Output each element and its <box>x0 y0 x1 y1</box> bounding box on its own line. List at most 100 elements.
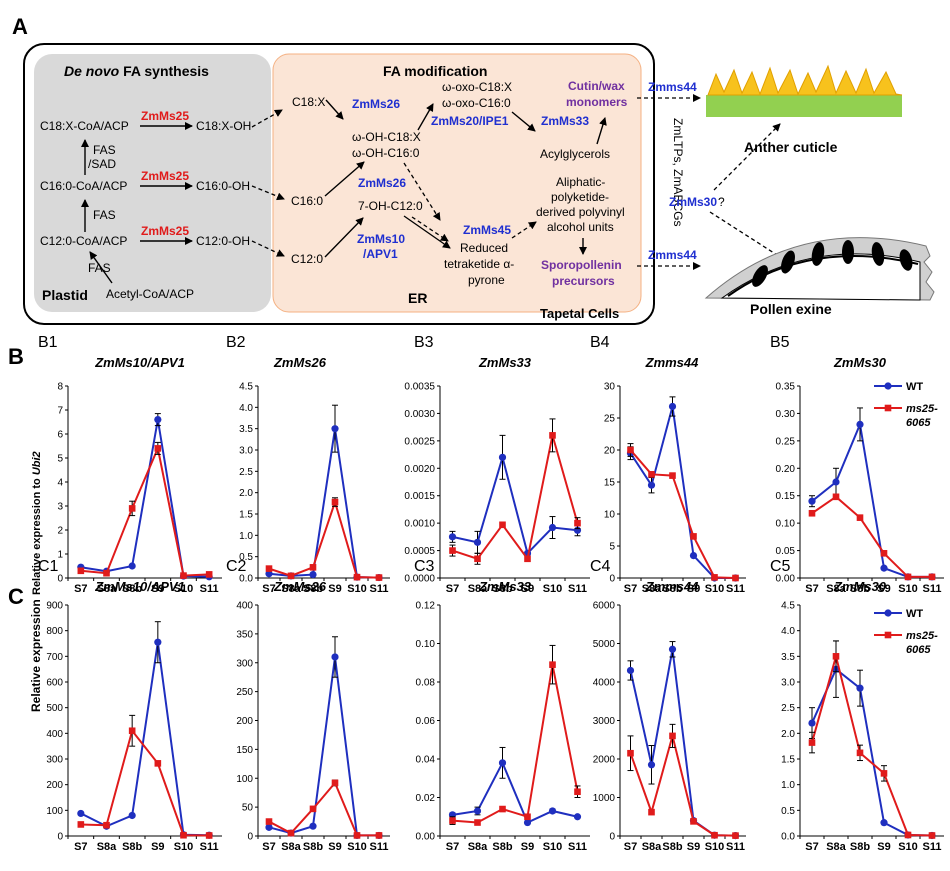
y-tick-label-c1: 700 <box>46 652 63 663</box>
point-mut-b1 <box>180 572 187 579</box>
y-tick-label-c1: 200 <box>46 780 63 791</box>
point-mut-b1 <box>128 505 136 512</box>
series-line-mut-b2 <box>268 498 380 579</box>
chart-title-c5: ZmMs30 <box>833 579 887 594</box>
point-mut-c2 <box>309 805 317 813</box>
y-tick-label-c4: 0 <box>609 832 615 843</box>
point-mut-b1 <box>205 571 213 578</box>
y-tick-label-b1: 2 <box>57 526 63 537</box>
x-tick-label-b2: S7 <box>262 583 275 595</box>
y-tick-label-b5: 0.20 <box>776 464 796 475</box>
x-tick-label-b5: S11 <box>923 583 942 595</box>
plastid-label: Plastid <box>42 287 88 303</box>
series-line-mut-c3 <box>452 664 579 824</box>
sporo-label-1: Sporopollenin <box>541 258 622 272</box>
acylglycerols: Acylglycerols <box>540 147 610 161</box>
point-mut-b3 <box>574 519 581 527</box>
y-tick-label-b3: 0.0000 <box>404 574 435 585</box>
point-mut-b1 <box>154 445 162 452</box>
y-tick-label-c1: 800 <box>46 626 63 637</box>
y-tick-label-c1: 100 <box>46 806 63 817</box>
reduced-2: tetraketide α- <box>444 257 514 271</box>
point-wt-c1 <box>154 638 162 646</box>
point-wt-b2 <box>309 570 317 579</box>
point-mut-c5 <box>904 831 912 839</box>
chart-title-b1: ZmMs10/APV1 <box>94 355 185 370</box>
x-tick-label-b3: S9 <box>521 583 534 595</box>
subpanel-label-c5: C5 <box>770 558 791 575</box>
y-tick-label-c5: 4.5 <box>781 601 795 612</box>
point-mut-c2 <box>287 829 295 837</box>
point-mut-c4 <box>627 749 634 757</box>
y-tick-label-c5: 4.0 <box>781 626 795 637</box>
y-tick-label-c1: 0 <box>57 832 63 843</box>
point-mut-c4 <box>732 832 739 839</box>
reduced-1: Reduced <box>460 241 508 255</box>
sporo-label-2: precursors <box>552 274 615 288</box>
cutin-label-2: monomers <box>566 95 628 109</box>
y-tick-label-b4: 0 <box>609 574 615 585</box>
y-tick-label-c3: 0.12 <box>416 601 436 612</box>
legend-marker-mut-b5 <box>884 404 892 412</box>
x-tick-label-c5: S8b <box>850 841 870 853</box>
x-tick-label-b2: S9 <box>328 583 341 595</box>
point-mut-b5 <box>904 573 912 581</box>
x-tick-label-c3: S9 <box>521 841 534 853</box>
c120-oh-label: C12:0-OH <box>196 234 250 248</box>
y-tick-label-b5: 0.30 <box>776 409 796 420</box>
series-line-wt-c1 <box>80 642 210 837</box>
x-tick-label-b4: S10 <box>705 583 725 595</box>
series-line-wt-c5 <box>811 667 933 837</box>
x-tick-label-c2: S11 <box>370 841 389 853</box>
series-line-mut-b1 <box>80 445 210 577</box>
bacula-5 <box>871 242 885 266</box>
er-c160: C16:0 <box>291 194 323 208</box>
point-mut-b2 <box>331 498 339 506</box>
point-wt-b1 <box>154 416 162 424</box>
point-mut-b3 <box>449 547 456 554</box>
point-mut-b2 <box>353 573 361 581</box>
y-tick-label-b4: 5 <box>609 542 615 553</box>
series-line-mut-b4 <box>629 449 736 579</box>
omega-oxo-2: ω-oxo-C16:0 <box>442 96 511 110</box>
point-mut-c4 <box>711 831 718 839</box>
point-mut-c5 <box>808 739 816 746</box>
point-mut-b4 <box>627 446 634 454</box>
c160-oh-label: C16:0-OH <box>196 179 250 193</box>
y-tick-label-c4: 3000 <box>593 716 616 727</box>
point-mut-b3 <box>499 521 506 529</box>
point-mut-b3 <box>474 555 481 563</box>
point-wt-b3 <box>548 523 557 532</box>
series-line-mut-b5 <box>811 495 932 578</box>
point-mut-c2 <box>331 779 339 787</box>
point-mut-c4 <box>648 808 655 816</box>
point-wt-c2 <box>331 653 339 661</box>
x-tick-label-b5: S10 <box>898 583 918 595</box>
anther-cuticle-drawing <box>706 64 903 117</box>
series-line-wt-b4 <box>629 406 736 579</box>
dashed-7oh-to-reduced <box>411 216 449 242</box>
arrow-c16-to-omega <box>324 161 365 197</box>
series-line-wt-c3 <box>452 760 578 824</box>
chart-title-c3: ZmMs33 <box>478 579 532 594</box>
x-tick-label-b2: S11 <box>370 583 389 595</box>
y-tick-label-c4: 6000 <box>593 601 616 612</box>
chart-title-b5: ZmMs30 <box>833 355 887 370</box>
point-mut-b5 <box>832 493 840 501</box>
zmms10-label-1: ZmMs10 <box>357 232 405 246</box>
c-ylabel: Relative expression <box>29 599 43 712</box>
point-wt-b3 <box>473 538 482 546</box>
x-tick-label-c1: S10 <box>174 841 194 853</box>
x-tick-label-c3: S10 <box>543 841 563 853</box>
zmms25-label-2: ZmMs25 <box>141 169 189 183</box>
plastid-box <box>34 54 271 312</box>
y-tick-label-b5: 0.10 <box>776 519 796 530</box>
series-line-wt-b2 <box>268 428 380 579</box>
y-tick-label-c1: 300 <box>46 755 63 766</box>
panel-b-letter: B <box>8 344 24 369</box>
point-mut-b4 <box>711 574 718 581</box>
y-tick-label-c5: 0.0 <box>781 832 795 843</box>
subpanel-label-c4: C4 <box>590 558 611 575</box>
